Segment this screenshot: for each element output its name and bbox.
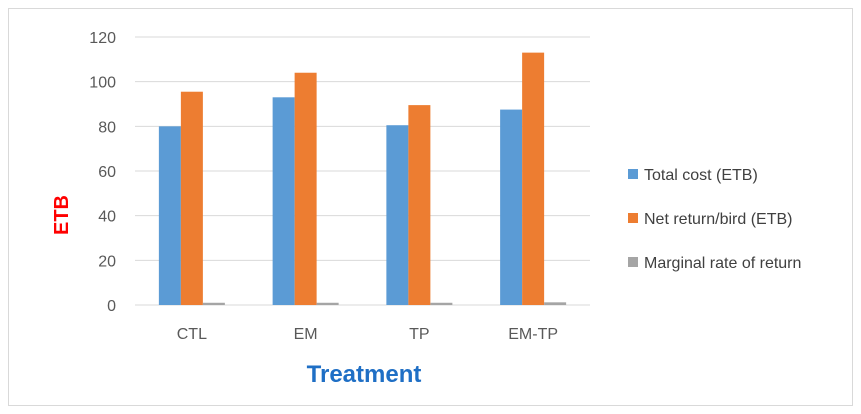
- bar-em-series-1: [294, 72, 317, 305]
- y-tick-label: 20: [98, 253, 116, 270]
- x-axis-title: Treatment: [307, 361, 422, 388]
- y-tick-label: 0: [107, 298, 116, 315]
- y-tick-label: 100: [89, 75, 116, 92]
- x-tick-label: EM: [294, 326, 318, 343]
- legend-label: Marginal rate of return: [644, 255, 801, 272]
- x-tick-labels: CTL EM TP EM-TP: [177, 326, 558, 343]
- bar-tp-series-0: [386, 125, 409, 305]
- bar-em-tp-series-1: [522, 52, 545, 306]
- y-tick-label: 60: [98, 164, 116, 181]
- bars: [158, 52, 567, 306]
- y-tick-label: 120: [89, 30, 116, 47]
- legend-label: Net return/bird (ETB): [644, 211, 792, 228]
- bar-ctl-series-1: [180, 91, 203, 305]
- x-tick-label: EM-TP: [508, 326, 558, 343]
- bar-ctl-series-2: [202, 302, 225, 305]
- bar-em-tp-series-0: [500, 109, 523, 305]
- bar-em-series-2: [316, 302, 339, 305]
- legend-swatch: [628, 169, 638, 179]
- legend-swatch: [628, 257, 638, 267]
- legend: Total cost (ETB) Net return/bird (ETB) Mar…: [628, 167, 801, 272]
- bar-tp-series-1: [408, 105, 431, 305]
- bar-tp-series-2: [430, 302, 453, 305]
- y-tick-label: 40: [98, 209, 116, 226]
- bar-em-tp-series-2: [544, 302, 567, 305]
- legend-label: Total cost (ETB): [644, 167, 758, 184]
- x-tick-label: CTL: [177, 326, 207, 343]
- y-tick-labels: 0 20 40 60 80 100 120: [89, 30, 116, 315]
- chart-frame: [8, 8, 853, 406]
- bar-em-series-0: [272, 97, 295, 305]
- legend-swatch: [628, 213, 638, 223]
- bar-ctl-series-0: [158, 126, 181, 305]
- y-axis-title: ETB: [51, 195, 73, 235]
- y-tick-label: 80: [98, 119, 116, 136]
- x-tick-label: TP: [409, 326, 429, 343]
